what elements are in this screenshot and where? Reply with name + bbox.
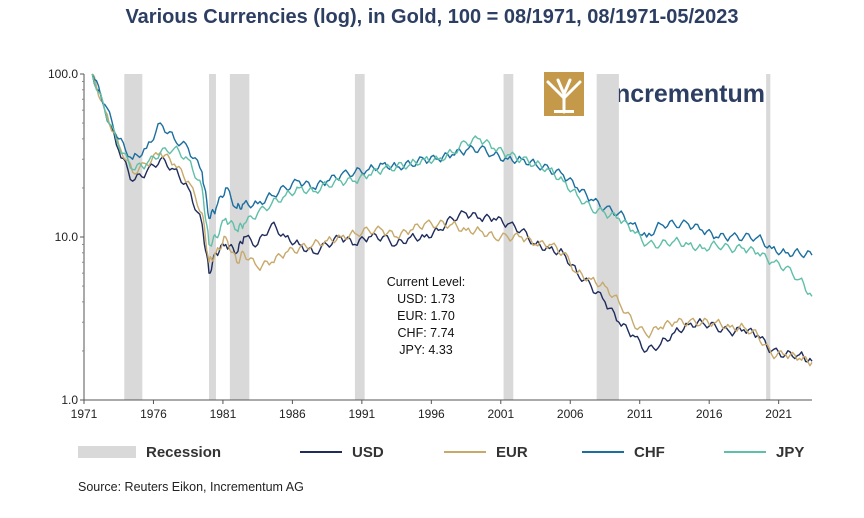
legend-swatch (300, 451, 342, 453)
legend-item-chf: CHF (582, 441, 665, 463)
legend-item-jpy: JPY (724, 441, 804, 463)
annotation-line: USD: 1.73 (397, 292, 455, 306)
x-tick-label: 2021 (765, 407, 792, 421)
legend: Recession USD EUR CHF JPY (78, 441, 838, 463)
x-tick-label: 2006 (557, 407, 584, 421)
legend-swatch (582, 451, 624, 453)
line-chart: 1.0 10.0 100.0 1971 1976 1981 1986 1991 1996 2001… (48, 67, 813, 421)
legend-swatch (78, 446, 136, 458)
x-tick-label: 1971 (71, 407, 98, 421)
legend-label: JPY (776, 443, 805, 461)
legend-item-recession: Recession (78, 441, 221, 463)
recession-band (229, 74, 250, 400)
recession-band (766, 74, 771, 400)
annotation-line: JPY: 4.33 (399, 343, 453, 357)
x-tick-label: 1981 (210, 407, 237, 421)
legend-label: EUR (496, 443, 528, 461)
source-note: Source: Reuters Eikon, Incrementum AG (78, 480, 304, 494)
x-tick-label: 2001 (487, 407, 514, 421)
y-tick-label: 100.0 (48, 67, 78, 81)
brand-name: incrementum (608, 80, 765, 108)
legend-label: Recession (146, 443, 222, 461)
current-level-annotation: Current Level: USD: 1.73 EUR: 1.70 CHF: 7.7… (387, 275, 466, 357)
tree-logo-icon (544, 72, 584, 116)
series-lines (91, 73, 813, 367)
legend-label: USD (352, 443, 384, 461)
x-tick-label: 1986 (279, 407, 306, 421)
legend-item-eur: EUR (444, 441, 528, 463)
y-tick-label: 10.0 (55, 230, 79, 244)
x-tick-label: 1996 (418, 407, 445, 421)
x-tick-label: 1976 (140, 407, 167, 421)
annotation-line: EUR: 1.70 (397, 309, 455, 323)
legend-item-usd: USD (300, 441, 384, 463)
annotation-heading: Current Level: (387, 275, 466, 289)
legend-swatch (444, 451, 486, 453)
recession-band (124, 74, 143, 400)
axes: 1.0 10.0 100.0 1971 1976 1981 1986 1991 1996 2001… (48, 67, 812, 421)
recession-band (209, 74, 216, 400)
brand-logo: incrementum (540, 68, 800, 120)
x-tick-label: 1991 (349, 407, 376, 421)
annotation-line: CHF: 7.74 (398, 326, 455, 340)
series-line-eur (91, 73, 813, 367)
legend-swatch (724, 451, 766, 453)
recession-band (596, 74, 619, 400)
series-line-usd (91, 73, 813, 363)
legend-label: CHF (634, 443, 665, 461)
x-tick-label: 2016 (696, 407, 723, 421)
chart-title: Various Currencies (log), in Gold, 100 =… (125, 6, 739, 28)
series-line-chf (91, 73, 813, 259)
series-line-jpy (91, 73, 813, 297)
y-tick-label: 1.0 (61, 393, 78, 407)
x-tick-label: 2011 (627, 407, 653, 421)
